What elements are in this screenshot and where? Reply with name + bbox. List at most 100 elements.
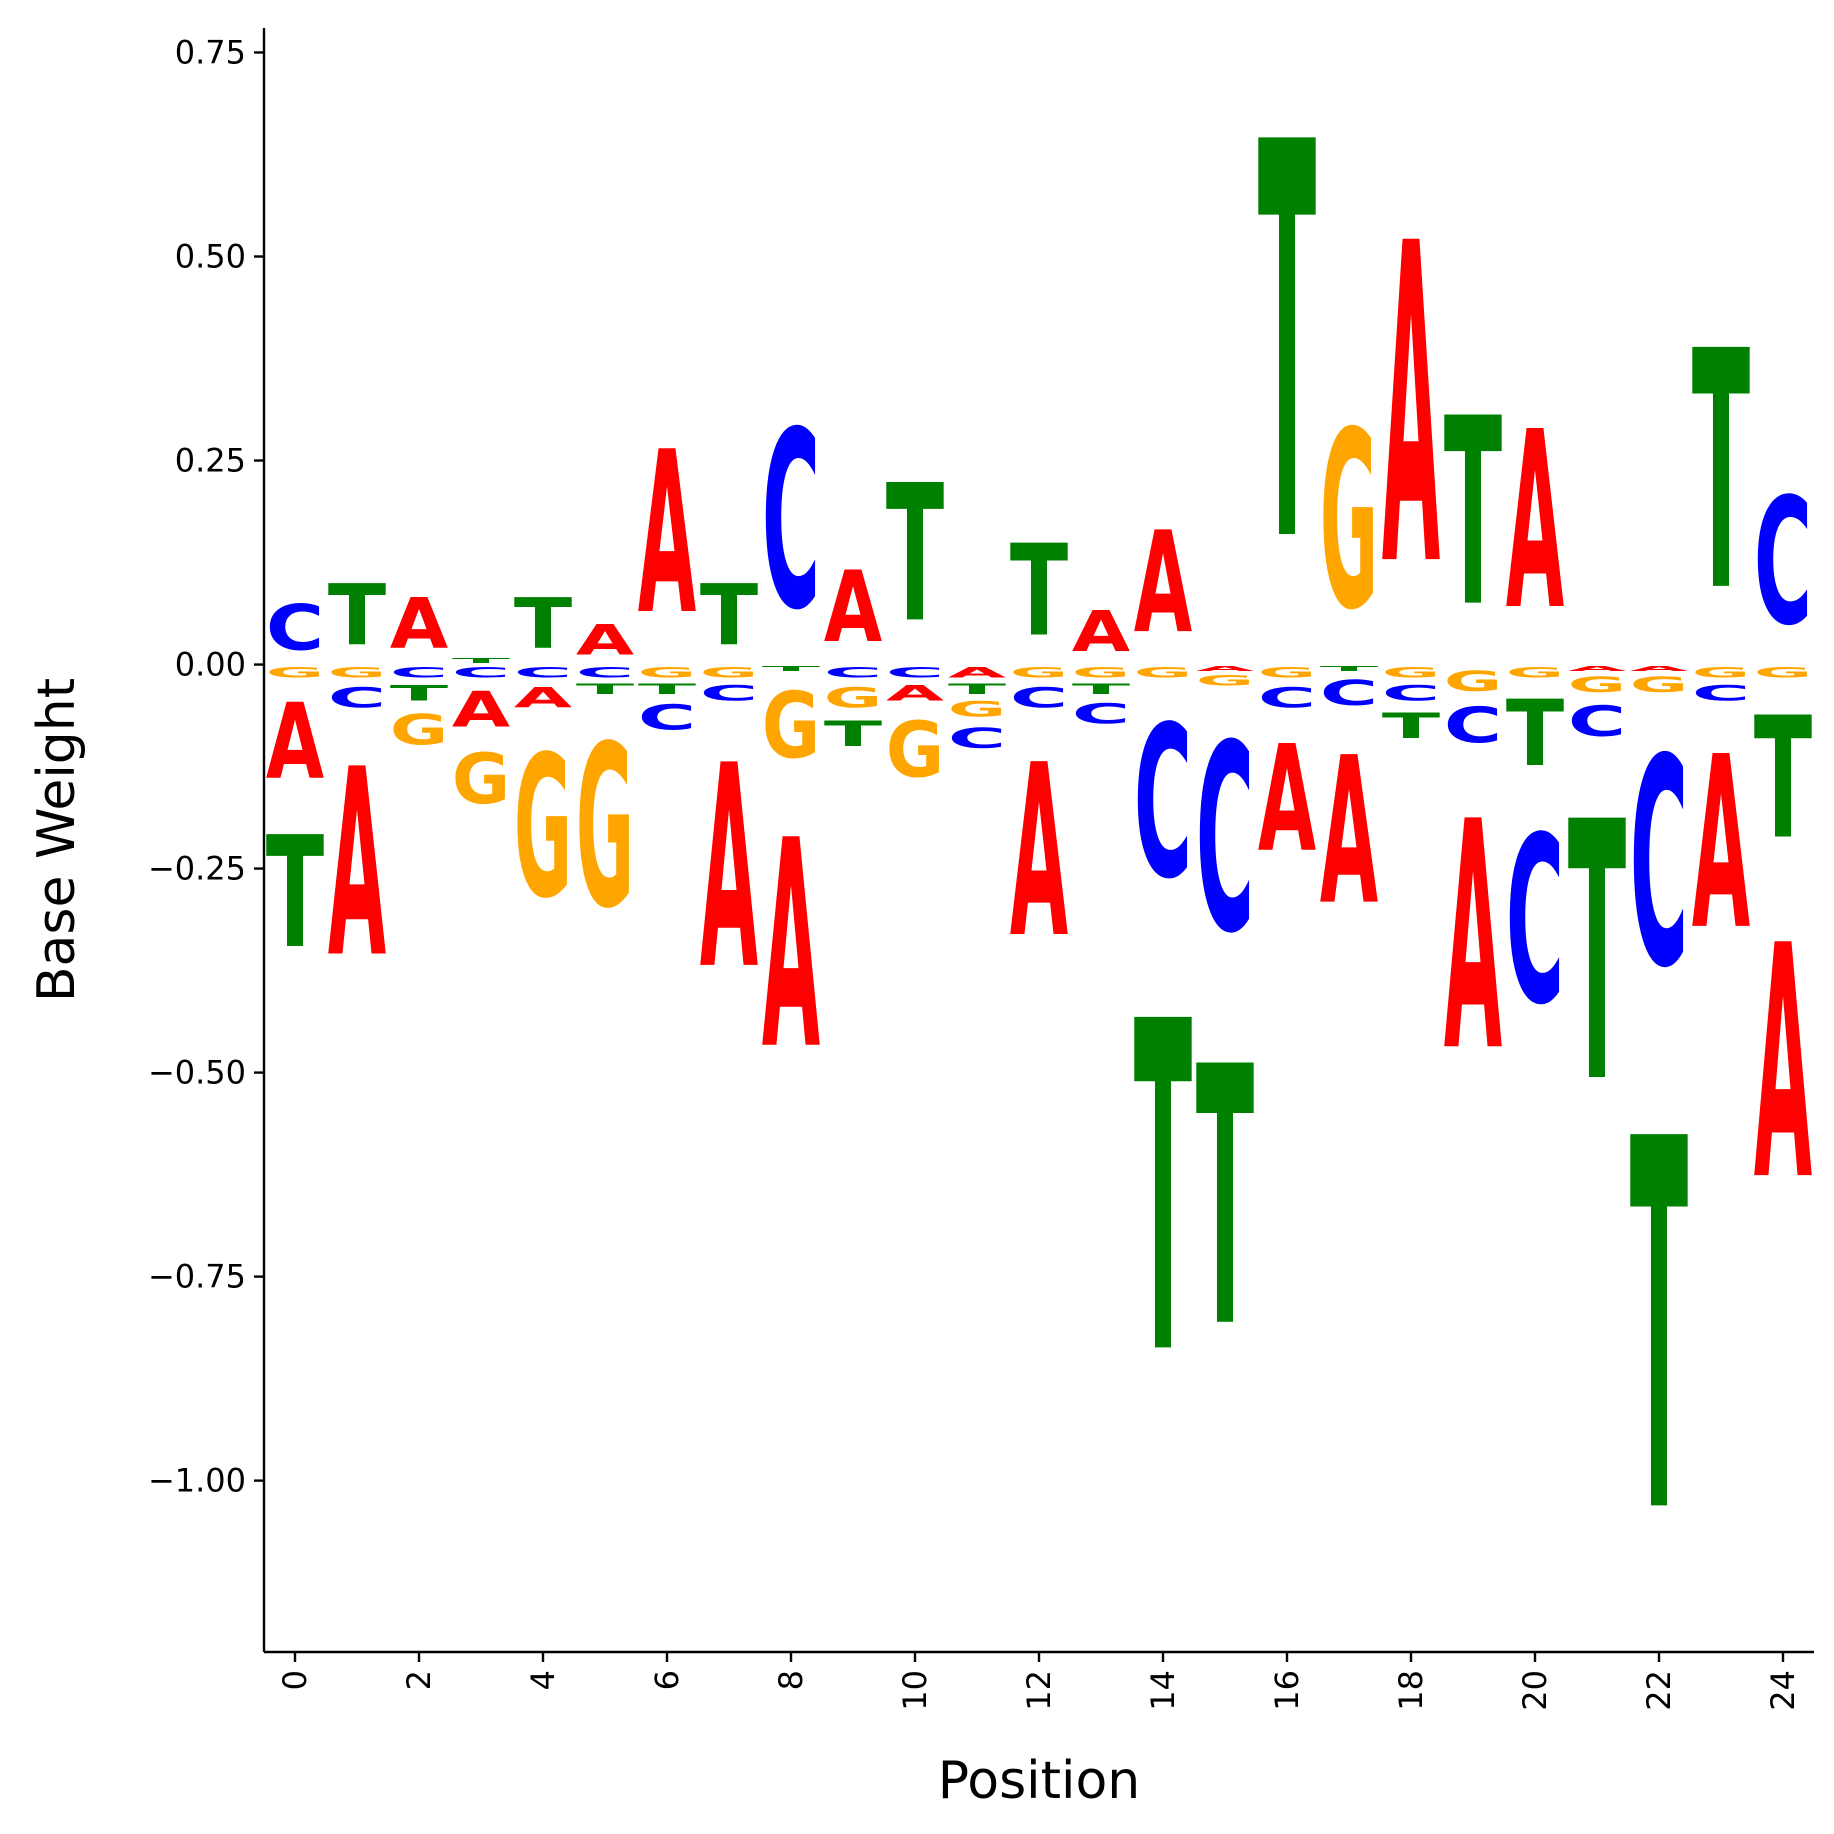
logo-letter-c-pos-17: C bbox=[1320, 673, 1378, 713]
logo-letter-t-pos-6: T bbox=[638, 681, 697, 697]
logo-letter-g-pos-14: G bbox=[1134, 665, 1192, 681]
logo-letter-a-pos-9: A bbox=[824, 550, 883, 664]
logo-letter-t-pos-5: T bbox=[576, 681, 635, 697]
logo-letter-g-pos-13: G bbox=[1072, 665, 1130, 681]
x-tick-label: 12 bbox=[1020, 1670, 1058, 1711]
logo-letter-t-pos-14: T bbox=[1134, 926, 1193, 1454]
logo-letter-g-pos-5: G bbox=[576, 699, 634, 959]
logo-letter-a-pos-5: A bbox=[576, 616, 634, 665]
logo-letter-c-pos-16: C bbox=[1258, 681, 1316, 713]
logo-letter-g-pos-12: G bbox=[1010, 665, 1068, 681]
logo-letter-c-pos-14: C bbox=[1134, 682, 1192, 925]
logo-letter-g-pos-4: G bbox=[514, 714, 572, 941]
logo-letter-c-pos-13: C bbox=[1072, 698, 1130, 730]
logo-letter-g-pos-24: G bbox=[1754, 665, 1812, 681]
logo-letter-c-pos-20: C bbox=[1506, 787, 1564, 1056]
logo-letter-t-pos-1: T bbox=[328, 567, 387, 664]
logo-letter-t-pos-7: T bbox=[700, 567, 759, 664]
logo-letter-g-pos-0: G bbox=[266, 665, 324, 681]
logo-letter-g-pos-16: G bbox=[1258, 665, 1316, 681]
logo-letter-t-pos-17: T bbox=[1320, 665, 1378, 673]
logo-letter-t-pos-3: T bbox=[452, 657, 510, 665]
logo-letter-a-pos-4: A bbox=[514, 681, 572, 713]
x-tick-label: 16 bbox=[1268, 1670, 1306, 1711]
logo-letter-c-pos-0: C bbox=[266, 592, 324, 665]
x-tick-label: 18 bbox=[1392, 1670, 1430, 1711]
logo-letter-c-pos-3: C bbox=[452, 665, 510, 681]
logo-letter-a-pos-6: A bbox=[638, 405, 696, 665]
x-tick-label: 8 bbox=[772, 1670, 810, 1690]
y-tick-label: −0.75 bbox=[148, 1258, 246, 1296]
logo-letter-t-pos-22: T bbox=[1630, 1034, 1689, 1627]
logo-letter-g-pos-2: G bbox=[390, 705, 448, 754]
logo-letter-g-pos-3: G bbox=[452, 738, 510, 819]
logo-letter-c-pos-10: C bbox=[886, 665, 944, 681]
logo-letter-a-pos-18: A bbox=[1382, 152, 1441, 664]
y-tick-label: 0.50 bbox=[175, 238, 246, 276]
logo-letter-t-pos-13: T bbox=[1072, 681, 1131, 697]
logo-letter-t-pos-0: T bbox=[266, 805, 324, 983]
logo-letter-g-pos-15: G bbox=[1196, 673, 1254, 689]
logo-letter-a-pos-22: A bbox=[1630, 665, 1689, 673]
logo-letter-t-pos-8: T bbox=[762, 665, 820, 673]
logo-letter-t-pos-23: T bbox=[1692, 283, 1750, 663]
x-tick-label: 20 bbox=[1516, 1670, 1554, 1711]
y-axis-title: Base Weight bbox=[27, 678, 87, 1002]
logo-letter-g-pos-6: G bbox=[638, 665, 696, 681]
x-tick-label: 10 bbox=[896, 1670, 934, 1711]
logo-letter-t-pos-16: T bbox=[1258, 30, 1317, 663]
logo-letter-c-pos-18: C bbox=[1382, 681, 1440, 706]
x-tick-label: 22 bbox=[1640, 1670, 1678, 1711]
logo-letter-c-pos-11: C bbox=[948, 722, 1006, 754]
logo-letter-a-pos-11: A bbox=[948, 665, 1006, 681]
logo-letter-c-pos-5: C bbox=[576, 665, 634, 681]
x-tick-label: 24 bbox=[1764, 1670, 1802, 1711]
logo-letter-t-pos-10: T bbox=[886, 445, 944, 664]
logo-letter-c-pos-24: C bbox=[1754, 461, 1812, 664]
logo-letter-c-pos-12: C bbox=[1010, 681, 1068, 713]
logo-letter-g-pos-19: G bbox=[1444, 665, 1502, 698]
logo-letter-a-pos-3: A bbox=[452, 681, 510, 738]
y-tick-label: 0.00 bbox=[175, 646, 246, 684]
logo-letter-c-pos-15: C bbox=[1196, 691, 1254, 991]
logo-letter-t-pos-20: T bbox=[1506, 681, 1564, 787]
logo-letter-g-pos-8: G bbox=[762, 674, 820, 780]
logo-letter-a-pos-16: A bbox=[1258, 715, 1316, 885]
logo-letter-c-pos-2: C bbox=[390, 665, 448, 681]
logo-letter-g-pos-9: G bbox=[824, 681, 882, 714]
logo-letter-t-pos-4: T bbox=[514, 584, 572, 664]
x-tick-label: 14 bbox=[1144, 1670, 1182, 1711]
logo-letter-g-pos-20: G bbox=[1506, 665, 1564, 681]
x-tick-label: 0 bbox=[276, 1670, 314, 1690]
y-tick-label: −0.25 bbox=[148, 850, 246, 888]
logo-letter-g-pos-11: G bbox=[948, 697, 1006, 721]
logo-letter-a-pos-1: A bbox=[328, 715, 386, 1015]
logo-letter-a-pos-8: A bbox=[762, 781, 820, 1113]
logo-letter-c-pos-9: C bbox=[824, 665, 882, 681]
logo-letter-g-pos-23: G bbox=[1692, 665, 1750, 681]
logo-letter-t-pos-24: T bbox=[1754, 683, 1812, 877]
logo-letter-a-pos-19: A bbox=[1444, 755, 1502, 1121]
logo-letter-c-pos-1: C bbox=[328, 681, 386, 713]
logo-letter-c-pos-7: C bbox=[700, 681, 758, 706]
y-tick-label: −1.00 bbox=[148, 1462, 246, 1500]
logo-letter-a-pos-10: A bbox=[886, 681, 945, 705]
logo-letter-c-pos-8: C bbox=[762, 380, 820, 664]
logo-letter-t-pos-11: T bbox=[948, 681, 1007, 697]
logo-letter-t-pos-12: T bbox=[1010, 519, 1068, 665]
y-tick-label: 0.75 bbox=[175, 33, 246, 71]
logo-letter-g-pos-21: G bbox=[1568, 673, 1626, 697]
logo-letter-a-pos-0: A bbox=[266, 682, 325, 804]
logo-letter-a-pos-23: A bbox=[1692, 708, 1750, 983]
logo-letter-c-pos-6: C bbox=[638, 698, 696, 738]
logo-letter-t-pos-19: T bbox=[1444, 365, 1502, 664]
logo-letters: CGATTGCAACTGTCAGTCAGACTGAGTCTGCACTGAACGT… bbox=[266, 30, 1812, 1627]
logo-letter-a-pos-21: A bbox=[1568, 665, 1627, 673]
x-tick-label: 2 bbox=[400, 1670, 438, 1690]
logo-letter-g-pos-1: G bbox=[328, 665, 386, 681]
logo-letter-g-pos-22: G bbox=[1630, 673, 1688, 697]
x-axis-ticks: 0 2 4 6 8 10 12 14 16 18 20 22 24 bbox=[276, 1652, 1802, 1711]
logo-letter-c-pos-4: C bbox=[514, 665, 572, 681]
logo-letter-c-pos-22: C bbox=[1630, 699, 1688, 1031]
